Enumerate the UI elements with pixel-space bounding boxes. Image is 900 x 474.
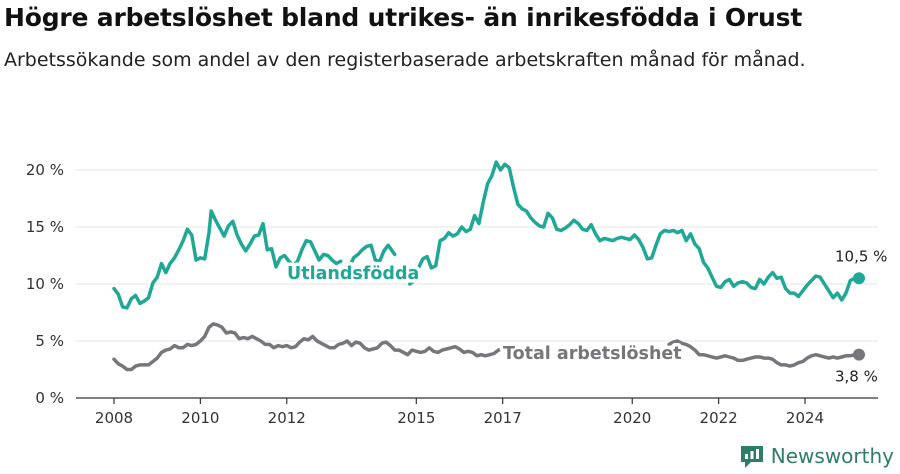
chart-subtitle: Arbetssökande som andel av den registerb…	[4, 49, 806, 71]
x-tick-label: 2010	[181, 409, 219, 427]
y-tick-label: 20 %	[26, 161, 64, 179]
end-value-label: 10,5 %	[835, 247, 887, 265]
x-tick-label: 2020	[613, 409, 651, 427]
series-name-label: Total arbetslöshet	[503, 344, 682, 364]
chart-title: Högre arbetslöshet bland utrikes- än inr…	[4, 3, 803, 32]
y-tick-label: 0 %	[35, 389, 64, 407]
newsworthy-logo-icon	[740, 446, 763, 468]
y-tick-label: 10 %	[26, 275, 64, 293]
brand-name: Newsworthy	[770, 444, 894, 468]
series-line-utlandsfodda	[408, 160, 861, 302]
brand: Newsworthy	[739, 443, 894, 469]
series-line-total	[667, 339, 861, 368]
series-name-label: Utlandsfödda	[287, 264, 419, 284]
series-lines	[112, 160, 865, 372]
x-axis: 2008 2010 2012 2015 2017 2020 2022 2024	[76, 397, 878, 427]
x-tick-label: 2022	[700, 409, 738, 427]
series-line-utlandsfodda	[112, 209, 343, 310]
series-line-utlandsfodda	[347, 243, 397, 269]
end-value-label: 3,8 %	[835, 368, 878, 386]
x-tick-label: 2024	[786, 409, 824, 427]
series-labels: 10,5 % Utlandsfödda 3,8 % Total arbetslöshe…	[284, 245, 890, 388]
x-tick-label: 2012	[268, 409, 306, 427]
x-tick-label: 2017	[484, 409, 522, 427]
y-tick-label: 15 %	[26, 218, 64, 236]
series-line-total	[112, 322, 505, 372]
x-tick-label: 2015	[397, 409, 435, 427]
x-tick-label: 2008	[95, 409, 133, 427]
series-end-marker	[852, 272, 865, 285]
series-end-marker	[852, 348, 865, 361]
y-axis-tick-labels: 0 % 5 % 10 % 15 % 20 %	[26, 161, 64, 407]
y-tick-label: 5 %	[35, 332, 64, 350]
